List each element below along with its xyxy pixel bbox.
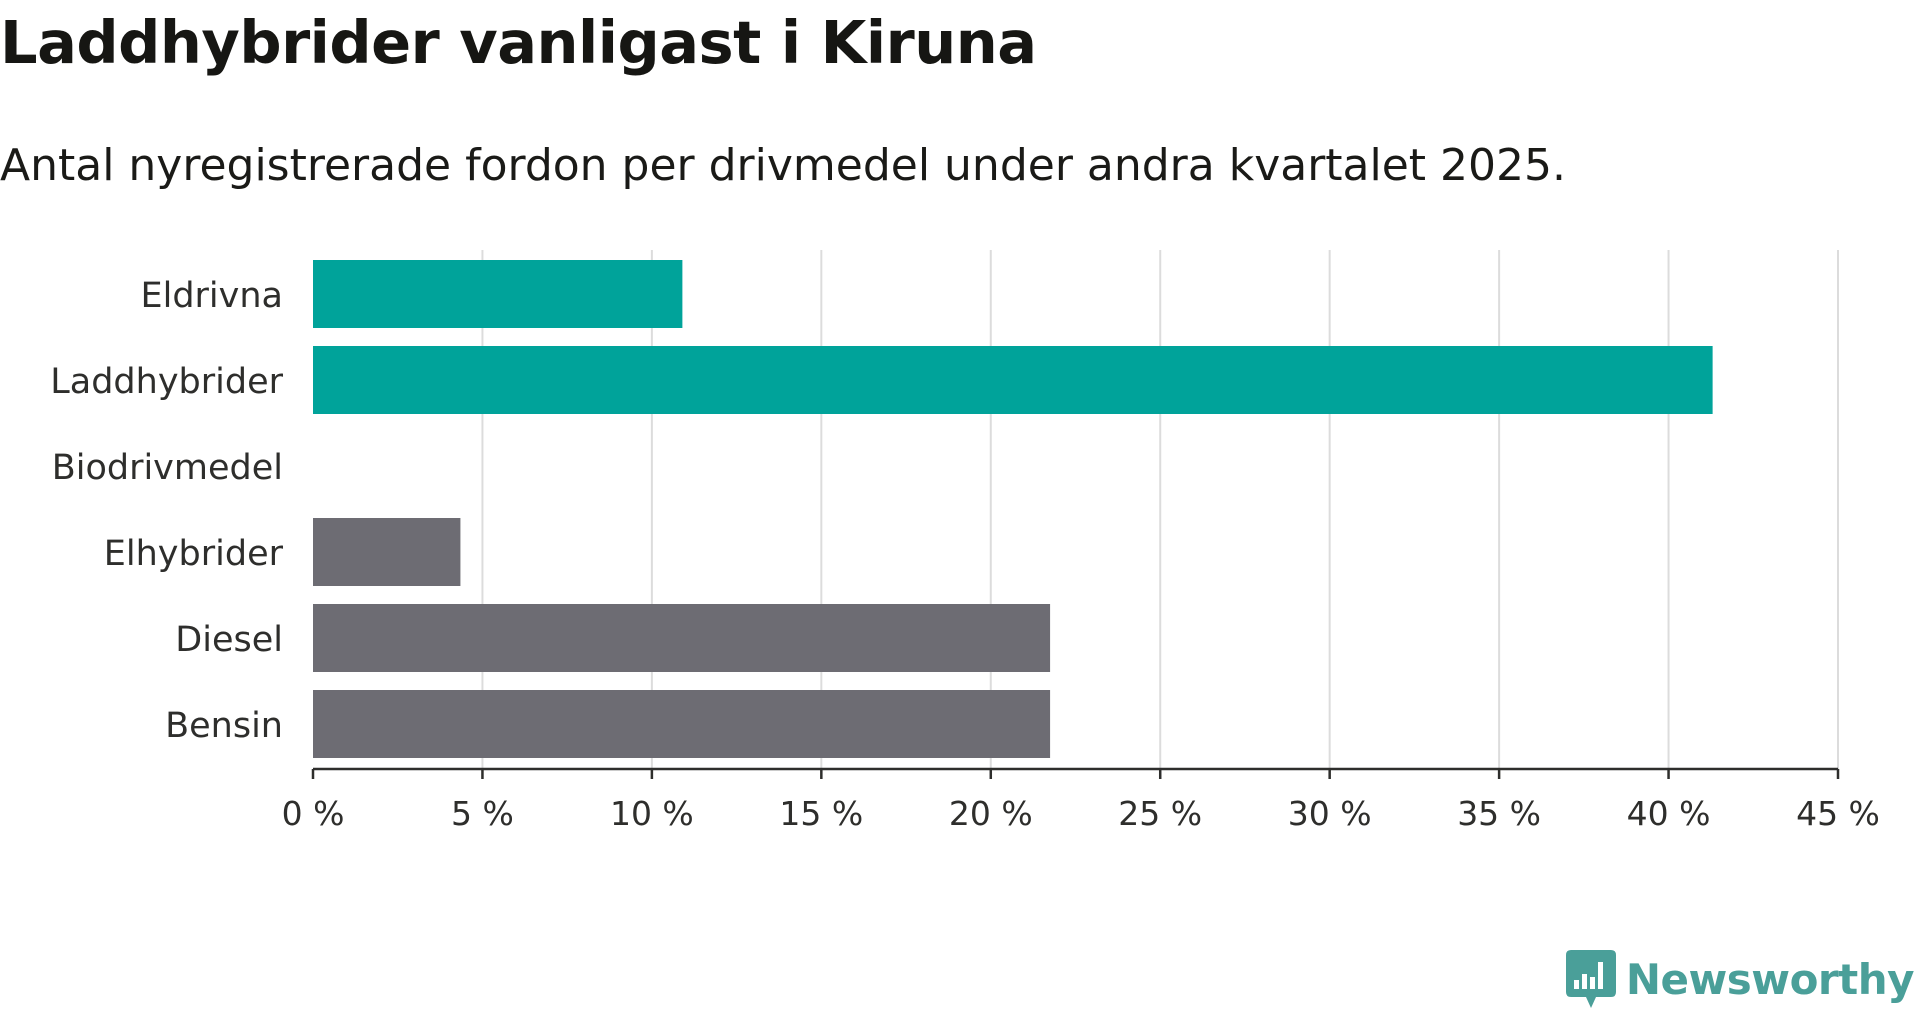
x-tick-label: 45 % xyxy=(1796,794,1880,833)
x-tick-label: 20 % xyxy=(949,794,1033,833)
category-label: Diesel xyxy=(175,620,283,660)
grid-lines xyxy=(481,250,1839,769)
x-tick-label: 0 % xyxy=(282,794,345,833)
newsworthy-logo: Newsworthy xyxy=(1565,950,1915,1008)
bar-eldrivna xyxy=(313,260,683,328)
x-tick-label: 40 % xyxy=(1627,794,1711,833)
bar-chart-speech-bubble-icon xyxy=(1565,950,1616,1008)
chart-title: Laddhybrider vanligast i Kiruna xyxy=(0,8,1037,77)
x-tick-label: 25 % xyxy=(1118,794,1202,833)
category-label: Elhybrider xyxy=(104,534,284,574)
x-tick-label: 35 % xyxy=(1457,794,1541,833)
x-axis: 0 % 5 % 10 % 15 % 20 % 25 % 30 % 35 % 40 % 45 % xyxy=(282,767,1880,833)
x-tick-label: 10 % xyxy=(610,794,694,833)
category-labels: Eldrivna Laddhybrider Biodrivmedel Elhybrid… xyxy=(50,276,283,746)
category-label: Laddhybrider xyxy=(50,362,283,402)
x-tick-label: 15 % xyxy=(779,794,863,833)
bar-laddhybrider xyxy=(313,346,1713,414)
x-tick-label: 30 % xyxy=(1288,794,1372,833)
brand-name: Newsworthy xyxy=(1625,954,1915,1004)
chart-subtitle: Antal nyregistrerade fordon per drivmede… xyxy=(0,140,1566,191)
category-label: Biodrivmedel xyxy=(52,448,283,488)
category-label: Eldrivna xyxy=(140,276,283,316)
bar-bensin xyxy=(313,690,1051,758)
bar-diesel xyxy=(313,604,1051,672)
category-label: Bensin xyxy=(165,706,283,746)
x-tick-label: 5 % xyxy=(451,794,514,833)
bar-elhybrider xyxy=(313,518,461,586)
bars xyxy=(313,260,1713,758)
